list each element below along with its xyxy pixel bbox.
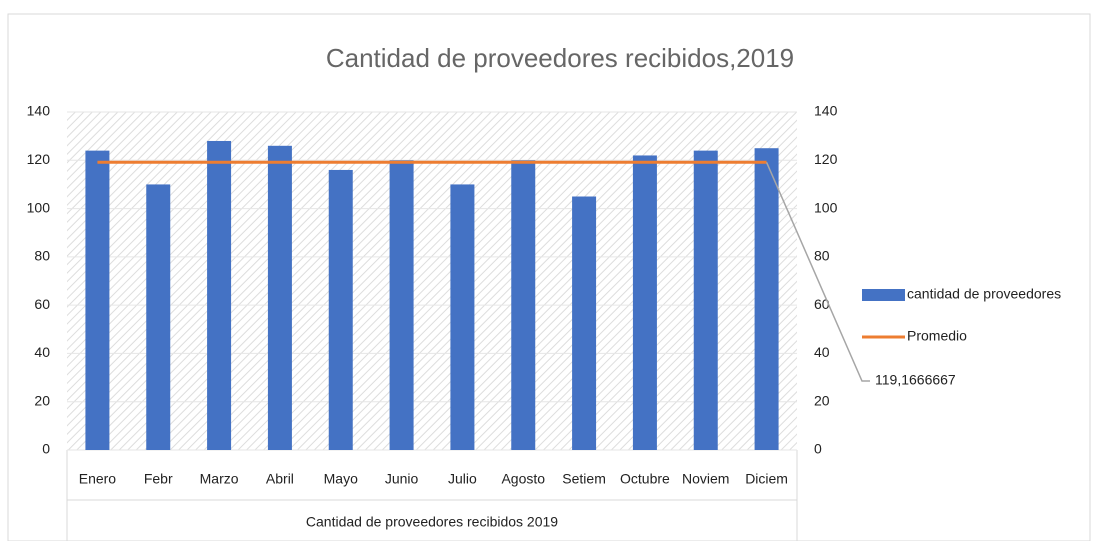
bar	[389, 160, 414, 451]
legend-swatch	[862, 289, 905, 301]
y-tick-label: 100	[27, 199, 51, 215]
data-label: 119,1666667	[875, 372, 956, 388]
x-tick-label: Noviem	[682, 471, 729, 487]
legend-label: Promedio	[907, 328, 967, 344]
legend-label: cantidad de proveedores	[907, 286, 1061, 302]
y2-tick-label: 100	[814, 199, 838, 215]
y-tick-label: 0	[42, 441, 50, 457]
x-tick-label: Junio	[385, 471, 419, 487]
y2-tick-label: 60	[814, 296, 830, 312]
chart-title: Cantidad de proveedores recibidos,2019	[326, 43, 794, 73]
bar	[207, 140, 232, 450]
y2-tick-label: 20	[814, 392, 830, 408]
y-tick-label: 60	[34, 296, 50, 312]
bar	[85, 150, 110, 450]
x-tick-label: Diciem	[745, 471, 788, 487]
x-tick-label: Marzo	[200, 471, 239, 487]
bar	[328, 169, 353, 450]
y2-tick-label: 80	[814, 248, 830, 264]
y2-tick-label: 0	[814, 441, 822, 457]
bar	[632, 155, 657, 450]
label-leader	[765, 161, 870, 382]
x-tick-label: Mayo	[324, 471, 358, 487]
y2-tick-label: 120	[814, 151, 838, 167]
x-tick-label: Abril	[266, 471, 294, 487]
bar	[450, 184, 475, 450]
y-tick-label: 20	[34, 392, 50, 408]
bar	[146, 184, 171, 450]
plot-area	[67, 112, 797, 450]
bar	[572, 196, 597, 450]
y2-tick-label: 40	[814, 344, 830, 360]
y-tick-label: 120	[27, 151, 51, 167]
y-tick-label: 140	[27, 103, 51, 119]
x-tick-label: Agosto	[501, 471, 545, 487]
x-axis-title: Cantidad de proveedores recibidos 2019	[306, 514, 558, 530]
y-tick-label: 80	[34, 248, 50, 264]
bar	[754, 148, 779, 450]
x-tick-label: Enero	[79, 471, 117, 487]
y2-tick-label: 140	[814, 103, 838, 119]
bar	[267, 145, 292, 451]
x-tick-label: Febr	[144, 471, 173, 487]
bar	[511, 160, 536, 451]
x-tick-label: Julio	[448, 471, 477, 487]
bar	[693, 150, 718, 450]
x-tick-label: Octubre	[620, 471, 670, 487]
y-tick-label: 40	[34, 344, 50, 360]
x-tick-label: Setiem	[562, 471, 606, 487]
